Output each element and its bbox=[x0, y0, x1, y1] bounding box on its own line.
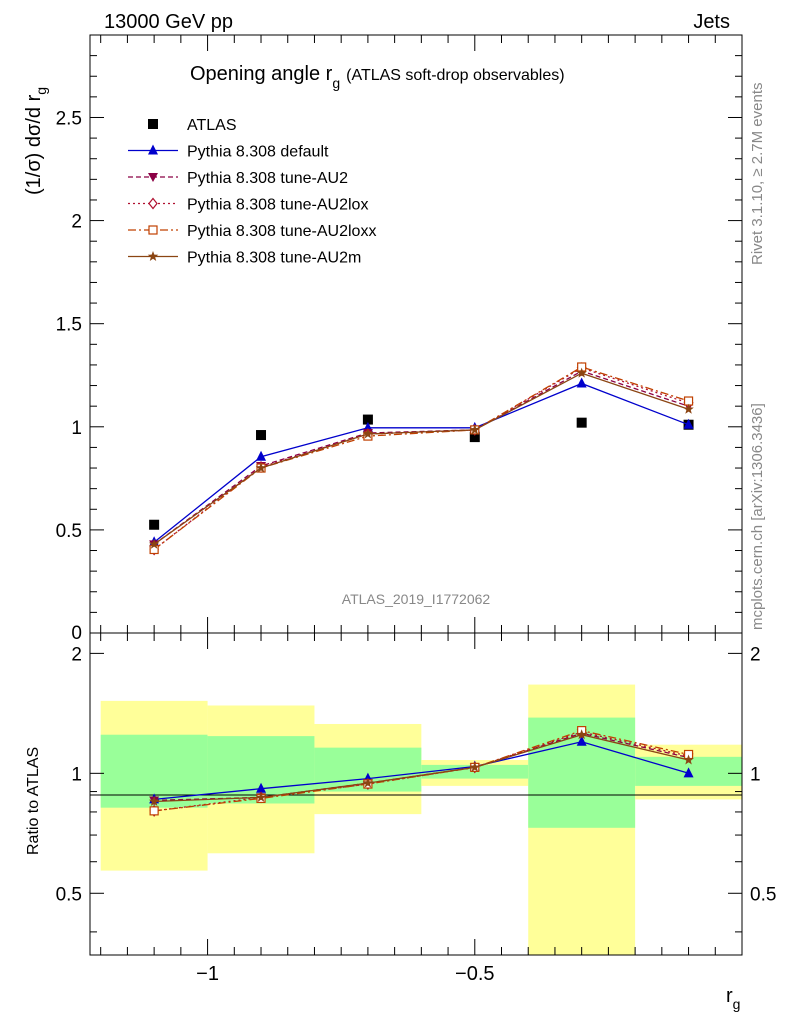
point-tune_au2m bbox=[362, 428, 374, 439]
legend-marker bbox=[147, 251, 159, 261]
point-tune_au2m bbox=[255, 462, 267, 473]
legend-marker bbox=[148, 197, 158, 210]
point-tune_au2m bbox=[148, 538, 160, 549]
legend-label: Pythia 8.308 default bbox=[187, 144, 329, 161]
xtick-label: −0.5 bbox=[455, 963, 494, 985]
legend-marker bbox=[148, 144, 158, 155]
series-line-tune_au2lox bbox=[153, 367, 689, 551]
point-default bbox=[256, 782, 267, 793]
series-line-default bbox=[154, 741, 689, 801]
point-tune_au2m bbox=[362, 777, 374, 788]
point-tune_au2m bbox=[148, 795, 160, 806]
legend: ATLAS Pythia 8.308 default Pythia 8.308 tu… bbox=[128, 117, 376, 267]
main-ylabel: (1/σ) dσ/d rg bbox=[23, 87, 49, 195]
rivet-label: Rivet 3.1.10, ≥ 2.7M events bbox=[749, 83, 766, 266]
ratio-ytick-label-right: 2 bbox=[750, 644, 761, 665]
legend-item: Pythia 8.308 default bbox=[128, 144, 329, 161]
series-tune_au2lox bbox=[149, 362, 694, 556]
series-line-tune_au2loxx bbox=[154, 729, 689, 812]
ratio-ytick-label-left: 2 bbox=[71, 644, 82, 665]
main-ytick-label: 0.5 bbox=[56, 521, 82, 542]
legend-item: Pythia 8.308 tune-AU2lox bbox=[128, 197, 368, 214]
point-tune_au2m bbox=[576, 367, 587, 378]
watermark: ATLAS_2019_I1772062 bbox=[342, 591, 491, 607]
main-title: Opening angle rg (ATLAS soft-drop observa… bbox=[190, 63, 565, 91]
point-tune_au2m bbox=[469, 424, 481, 435]
legend-marker bbox=[148, 173, 158, 182]
point-data bbox=[256, 430, 267, 441]
legend-label: Pythia 8.308 tune-AU2loxx bbox=[187, 223, 376, 240]
point-data bbox=[149, 519, 160, 530]
ratio-ytick-label-left: 0.5 bbox=[56, 884, 82, 905]
header-right: Jets bbox=[693, 11, 730, 33]
legend-label: Pythia 8.308 tune-AU2lox bbox=[187, 197, 368, 214]
point-tune_au2loxx bbox=[149, 544, 159, 555]
series-tune_au2loxx bbox=[149, 362, 694, 555]
legend-item: ATLAS bbox=[148, 117, 237, 134]
header-left: 13000 GeV pp bbox=[104, 11, 233, 33]
series-line-tune_au2m bbox=[153, 372, 689, 545]
point-data bbox=[576, 417, 587, 428]
legend-label: Pythia 8.308 tune-AU2m bbox=[187, 250, 361, 267]
point-default bbox=[683, 767, 694, 778]
ratio-ylabel: Ratio to ATLAS bbox=[25, 747, 42, 855]
series-tune_au2m bbox=[148, 367, 694, 549]
point-tune_au2m bbox=[469, 761, 481, 772]
ratio-ytick-label-right: 1 bbox=[750, 764, 761, 785]
series-line-default bbox=[153, 382, 689, 543]
ratio-ytick-label-left: 1 bbox=[71, 764, 82, 785]
mcplots-label: mcplots.cern.ch [arXiv:1306.3436] bbox=[749, 403, 766, 630]
point-data bbox=[469, 432, 480, 443]
legend-label: ATLAS bbox=[187, 117, 237, 134]
series-tune_au2m bbox=[148, 729, 694, 806]
ratio-panel: 0.5 0.5 1 1 2 2 −1 −0.5 Ratio to ATLAS rg bbox=[25, 35, 776, 1012]
ratio-frame bbox=[89, 632, 743, 956]
main-panel: (1/σ) dσ/d rg Opening angle rg (ATLAS sof… bbox=[23, 34, 743, 644]
legend-item: Pythia 8.308 tune-AU2 bbox=[128, 170, 348, 187]
legend-item: Pythia 8.308 tune-AU2m bbox=[128, 250, 361, 267]
ratio-ytick-label-right: 0.5 bbox=[750, 884, 776, 905]
x-axis-label: rg bbox=[726, 985, 740, 1012]
point-tune_au2m bbox=[683, 403, 694, 414]
series-default bbox=[149, 377, 694, 547]
main-ytick-label: 1 bbox=[71, 418, 82, 439]
legend-marker bbox=[148, 119, 158, 129]
point-default bbox=[256, 450, 267, 461]
main-ytick-label: 2 bbox=[71, 212, 82, 233]
point-tune_au2m bbox=[576, 729, 587, 740]
point-data bbox=[362, 414, 373, 425]
point-tune_au2m bbox=[683, 754, 694, 765]
legend-label: Pythia 8.308 tune-AU2 bbox=[187, 170, 348, 187]
point-tune_au2m bbox=[255, 791, 267, 802]
xtick-label: −1 bbox=[196, 963, 219, 985]
point-default bbox=[576, 377, 587, 388]
legend-marker bbox=[148, 225, 158, 235]
main-ytick-label: 2.5 bbox=[56, 108, 82, 129]
series-line-tune_au2loxx bbox=[153, 366, 689, 551]
series-line-tune_au2 bbox=[153, 370, 689, 545]
series-line-tune_au2m bbox=[154, 734, 689, 803]
main-ytick-label: 1.5 bbox=[56, 315, 82, 336]
point-tune_au2loxx bbox=[149, 806, 159, 816]
legend-item: Pythia 8.308 tune-AU2loxx bbox=[128, 223, 376, 240]
main-ytick-label-zero: 0 bbox=[71, 623, 82, 644]
point-default bbox=[683, 418, 694, 429]
point-default bbox=[576, 735, 587, 746]
